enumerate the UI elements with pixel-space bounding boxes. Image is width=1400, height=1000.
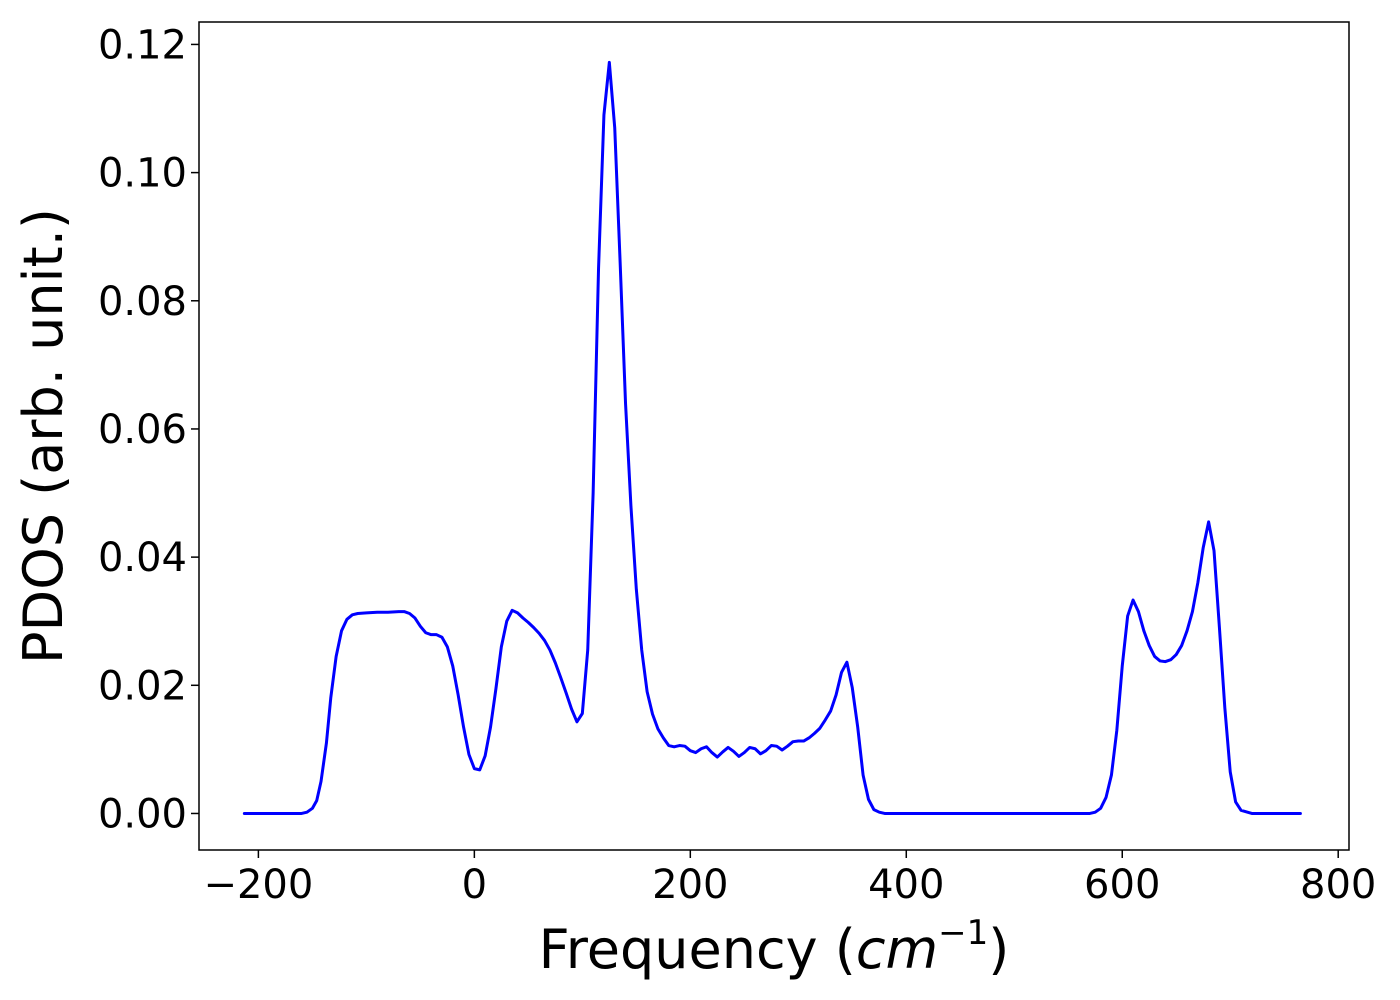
x-axis-label-unit: cm (856, 918, 938, 981)
y-tick-label: 0.06 (98, 407, 187, 453)
y-tick-label: 0.10 (98, 151, 187, 197)
x-tick-label: −200 (203, 862, 313, 908)
y-tick-label: 0.08 (98, 279, 187, 325)
x-tick-label: 800 (1300, 862, 1376, 908)
y-tick-label: 0.12 (98, 22, 187, 68)
y-tick-label: 0.04 (98, 535, 187, 581)
x-axis-label: Frequency (cm−1) (539, 913, 1010, 981)
pdos-series-line (242, 60, 1302, 815)
axis-tick-labels: −200 0 200 400 600 800 0.00 0.02 0.04 0.06 0.08 0.1… (98, 22, 1376, 908)
y-tick-label: 0.02 (98, 663, 187, 709)
x-tick-label: 200 (652, 862, 728, 908)
x-tick-label: 600 (1084, 862, 1160, 908)
x-tick-label: 0 (462, 862, 487, 908)
x-axis-label-exponent: −1 (938, 913, 988, 953)
x-axis-label-text: Frequency (539, 918, 818, 981)
x-tick-label: 400 (868, 862, 944, 908)
y-tick-label: 0.00 (98, 791, 187, 837)
axis-ticks (191, 43, 1339, 858)
y-axis-label: PDOS (arb. unit.) (12, 208, 75, 664)
plot-frame (198, 21, 1350, 851)
